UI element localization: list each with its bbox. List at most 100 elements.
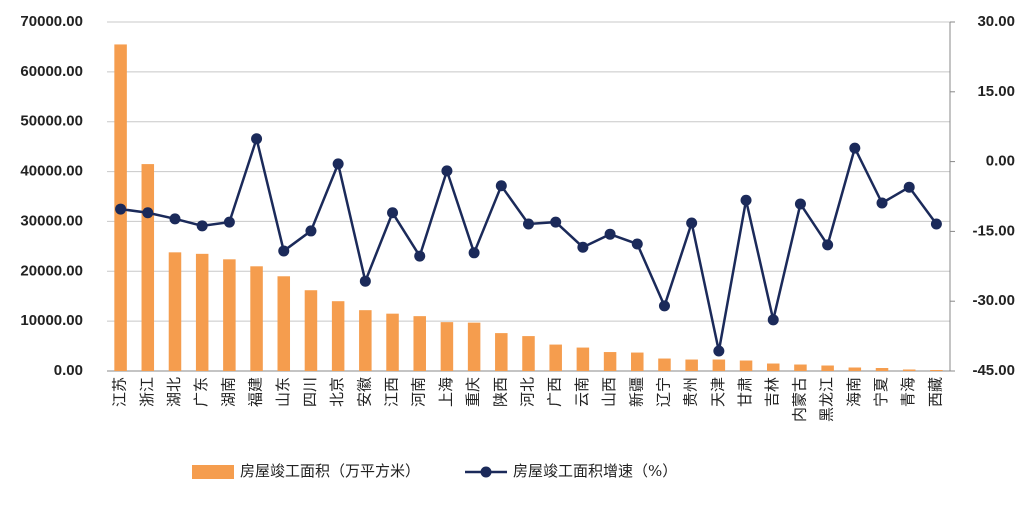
line-marker bbox=[794, 198, 806, 210]
x-tick-label: 江西 bbox=[383, 377, 401, 407]
bar bbox=[304, 290, 318, 371]
line-marker bbox=[332, 158, 344, 170]
line-marker bbox=[169, 213, 181, 225]
bar bbox=[495, 333, 508, 371]
x-tick-label: 河北 bbox=[519, 377, 537, 407]
line-marker bbox=[251, 133, 263, 145]
line-marker bbox=[359, 275, 371, 287]
bar bbox=[902, 369, 916, 371]
line-marker bbox=[523, 218, 534, 230]
bar bbox=[277, 276, 291, 371]
bar bbox=[522, 336, 535, 371]
line-marker bbox=[495, 180, 507, 192]
line-marker bbox=[713, 345, 725, 357]
x-tick-label: 浙江 bbox=[138, 377, 156, 407]
bar bbox=[631, 352, 644, 371]
bar bbox=[821, 365, 834, 371]
line-marker bbox=[468, 247, 480, 259]
bar bbox=[467, 322, 481, 371]
y-tick-label: 50000.00 bbox=[20, 113, 83, 130]
x-tick-label: 四川 bbox=[301, 377, 319, 407]
legend-swatch bbox=[192, 465, 234, 479]
y2-tick-label: 0.00 bbox=[986, 153, 1015, 170]
bar bbox=[250, 266, 263, 371]
bar bbox=[331, 301, 345, 371]
x-tick-label: 西藏 bbox=[926, 377, 944, 407]
line-marker bbox=[686, 217, 698, 229]
bar bbox=[386, 313, 399, 371]
bar bbox=[794, 364, 807, 371]
x-tick-label: 河南 bbox=[410, 377, 428, 407]
x-tick-label: 福建 bbox=[247, 377, 265, 407]
bar bbox=[685, 359, 698, 371]
line-marker bbox=[414, 250, 426, 262]
bar bbox=[440, 322, 454, 371]
x-tick-label: 贵州 bbox=[682, 377, 700, 407]
x-tick-label: 新疆 bbox=[627, 377, 645, 407]
x-tick-label: 黑龙江 bbox=[818, 377, 836, 422]
x-tick-label: 吉林 bbox=[763, 377, 781, 407]
y2-tick-label: 30.00 bbox=[977, 13, 1015, 30]
bar bbox=[168, 252, 182, 371]
line-marker bbox=[604, 228, 616, 240]
y-tick-label: 0.00 bbox=[54, 362, 83, 379]
line-marker bbox=[550, 216, 562, 228]
x-tick-label: 山西 bbox=[600, 377, 618, 407]
x-tick-label: 海南 bbox=[845, 377, 863, 407]
line bbox=[120, 134, 938, 352]
bar bbox=[603, 352, 617, 371]
y-tick-label: 60000.00 bbox=[20, 63, 83, 80]
legend-label: 房屋竣工面积增速（%） bbox=[513, 462, 677, 480]
bar bbox=[875, 368, 889, 371]
line-marker bbox=[903, 181, 915, 193]
y-tick-label: 10000.00 bbox=[20, 312, 83, 329]
x-tick-label: 湖北 bbox=[165, 377, 183, 407]
line-marker bbox=[115, 203, 127, 215]
bar bbox=[576, 347, 590, 371]
x-tick-label: 陕西 bbox=[491, 377, 509, 407]
bar bbox=[359, 310, 372, 371]
bar bbox=[739, 360, 753, 371]
line-marker bbox=[876, 197, 888, 209]
line-marker bbox=[223, 216, 235, 228]
line-marker bbox=[142, 207, 154, 219]
y2-tick-label: 15.00 bbox=[977, 83, 1015, 100]
line-marker bbox=[822, 239, 834, 251]
x-tick-label: 湖南 bbox=[219, 377, 237, 407]
x-tick-label: 山东 bbox=[274, 377, 292, 407]
y2-tick-label: -30.00 bbox=[972, 292, 1015, 309]
legend-swatch bbox=[480, 466, 492, 478]
line-marker bbox=[441, 165, 453, 177]
x-tick-label: 北京 bbox=[328, 377, 346, 407]
line-marker bbox=[305, 225, 317, 237]
line-marker bbox=[278, 245, 290, 257]
y-tick-label: 40000.00 bbox=[20, 163, 83, 180]
y-tick-label: 30000.00 bbox=[20, 212, 83, 229]
bar bbox=[712, 359, 726, 371]
x-tick-label: 广东 bbox=[192, 377, 210, 407]
x-tick-label: 重庆 bbox=[464, 377, 482, 407]
bar bbox=[413, 316, 426, 371]
x-tick-label: 上海 bbox=[437, 377, 455, 407]
y-tick-label: 70000.00 bbox=[20, 13, 83, 30]
bar bbox=[141, 164, 155, 371]
y2-tick-label: -15.00 bbox=[972, 222, 1015, 239]
x-tick-label: 天津 bbox=[709, 377, 727, 407]
line-marker bbox=[849, 142, 861, 154]
legend-label: 房屋竣工面积（万平方米） bbox=[240, 462, 420, 480]
x-tick-label: 宁夏 bbox=[872, 377, 890, 407]
x-tick-label: 辽宁 bbox=[654, 377, 672, 407]
line-marker bbox=[658, 300, 670, 312]
bar bbox=[848, 367, 862, 371]
line-marker bbox=[740, 194, 752, 206]
bar bbox=[658, 358, 671, 371]
line-marker bbox=[196, 220, 208, 232]
x-tick-label: 江苏 bbox=[111, 377, 129, 407]
y2-tick-label: -45.00 bbox=[972, 362, 1015, 379]
bar bbox=[223, 259, 236, 371]
line-marker bbox=[767, 314, 779, 326]
bar bbox=[930, 370, 943, 371]
x-tick-label: 安徽 bbox=[355, 377, 373, 407]
line-marker bbox=[930, 218, 942, 230]
line-marker bbox=[577, 241, 589, 253]
